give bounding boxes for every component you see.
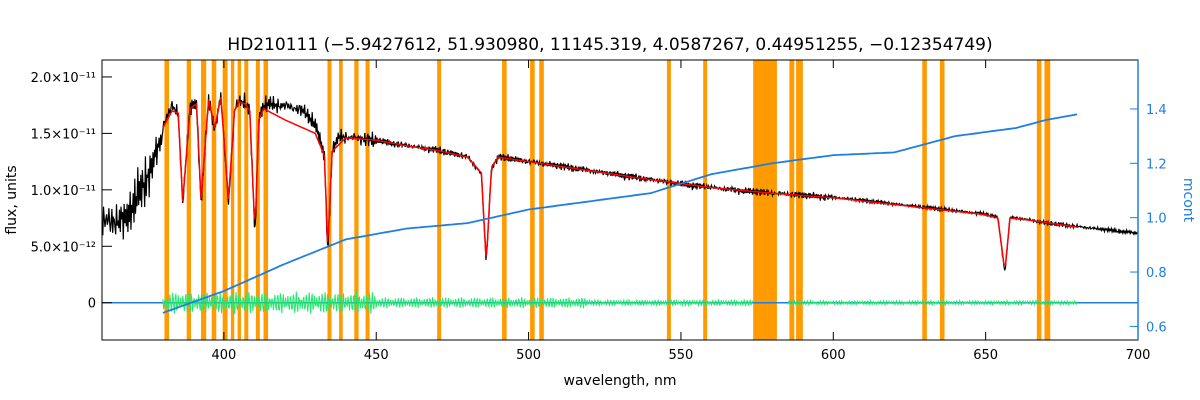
masked-band-4 — [222, 60, 228, 340]
x-tick-label-2: 500 — [516, 348, 541, 363]
masked-band-14 — [437, 60, 442, 340]
masked-band-6 — [237, 60, 241, 340]
masked-band-8 — [255, 60, 260, 340]
masked-band-16 — [530, 60, 535, 340]
masked-band-18 — [666, 60, 671, 340]
x-tick-label-4: 600 — [821, 348, 846, 363]
x-tick-label-6: 700 — [1126, 348, 1151, 363]
masked-band-21 — [789, 60, 795, 340]
y2-tick-label-1: 0.8 — [1146, 266, 1167, 281]
y2-tick-label-2: 1.0 — [1146, 212, 1167, 227]
y2-tick-label-3: 1.2 — [1146, 157, 1167, 172]
masked-wavelength-bands — [164, 60, 1051, 340]
x-tick-label-3: 550 — [669, 348, 694, 363]
y-tick-label-3: 1.5×10⁻¹¹ — [31, 127, 96, 142]
residuals-series — [162, 291, 1078, 314]
masked-band-26 — [1044, 60, 1051, 340]
chart-title: HD210111 (−5.9427612, 51.930980, 11145.3… — [227, 35, 992, 55]
masked-band-20 — [753, 60, 777, 340]
x-tick-label-5: 650 — [973, 348, 998, 363]
masked-band-2 — [201, 60, 207, 340]
y-tick-label-1: 5.0×10⁻¹² — [31, 240, 96, 255]
masked-band-11 — [339, 60, 343, 340]
y-tick-label-4: 2.0×10⁻¹¹ — [31, 71, 96, 86]
y2-tick-label-4: 1.4 — [1146, 103, 1167, 118]
x-tick-label-1: 450 — [364, 348, 389, 363]
x-axis: 400 450 500 550 600 650 700 — [211, 60, 1150, 363]
series-group — [101, 92, 1139, 314]
masked-band-1 — [186, 60, 191, 340]
continuum-multiplier-series — [162, 113, 1078, 314]
y-axis-right: 0.6 0.8 1.0 1.2 1.4 — [1130, 60, 1167, 340]
x-tick-label-0: 400 — [211, 348, 236, 363]
y-axis-label: flux, units — [4, 165, 20, 234]
masked-band-9 — [263, 60, 269, 340]
masked-band-12 — [354, 60, 359, 340]
masked-band-25 — [1036, 60, 1042, 340]
masked-band-5 — [230, 60, 235, 340]
masked-band-17 — [539, 60, 544, 340]
x-axis-label: wavelength, nm — [564, 373, 677, 389]
masked-band-0 — [164, 60, 170, 340]
y-axis-left: 0 5.0×10⁻¹² 1.0×10⁻¹¹ 1.5×10⁻¹¹ 2.0×10⁻¹¹ — [31, 71, 112, 312]
masked-band-19 — [703, 60, 708, 340]
masked-band-22 — [796, 60, 803, 340]
y-tick-label-0: 0 — [88, 297, 96, 312]
masked-band-15 — [502, 60, 507, 340]
masked-band-7 — [244, 60, 249, 340]
masked-band-23 — [922, 60, 927, 340]
y-tick-label-2: 1.0×10⁻¹¹ — [31, 184, 96, 199]
model-flux-series — [162, 97, 1078, 267]
masked-band-3 — [211, 60, 217, 340]
masked-band-13 — [365, 60, 370, 340]
masked-band-24 — [939, 60, 945, 340]
y2-tick-label-0: 0.6 — [1146, 320, 1167, 335]
y2-axis-label: mcont — [1180, 178, 1196, 223]
